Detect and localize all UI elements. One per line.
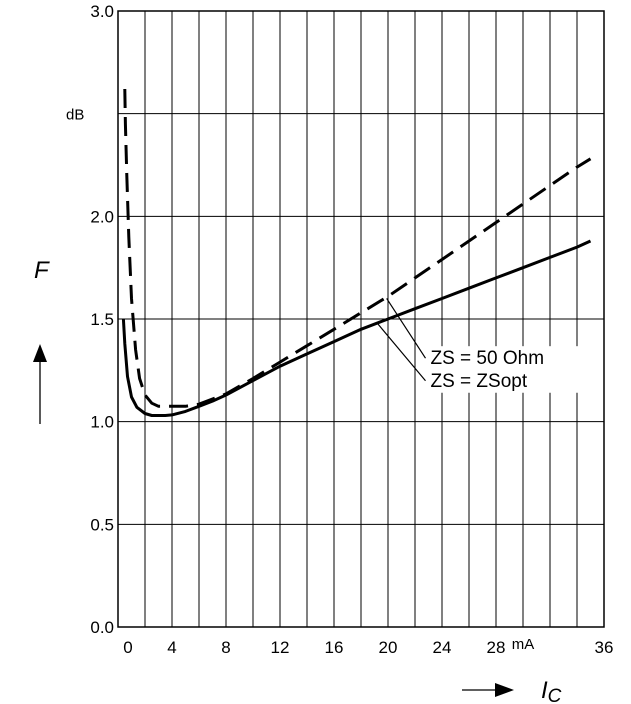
y-tick-label: 2.0: [90, 207, 114, 226]
x-tick-label: 0: [123, 638, 132, 657]
y-tick-label: 1.5: [90, 310, 114, 329]
x-axis-label-main: I: [541, 677, 548, 704]
x-tick-labels: 0 4 8 12 16 20 24 28 36: [123, 638, 613, 657]
y-tick-labels: 0.0 0.5 1.0 1.5 2.0 3.0: [90, 2, 114, 637]
annotation-label: ZS = ZSopt: [431, 371, 528, 392]
annotation-leader-line: [386, 298, 427, 359]
x-tick-label: 24: [433, 638, 452, 657]
annotation-background: [428, 346, 589, 371]
y-axis-arrow: [33, 344, 47, 424]
x-axis-label-subscript: C: [548, 686, 562, 704]
x-tick-label: 20: [379, 638, 398, 657]
y-unit-label: dB: [66, 107, 84, 124]
series-line-zs-zsopt: [121, 239, 592, 417]
annotation-label: ZS = 50 Ohm: [431, 348, 545, 369]
y-axis-label: F: [34, 257, 50, 284]
x-tick-label: 4: [167, 638, 176, 657]
x-axis-arrow: [462, 683, 514, 697]
x-tick-label: 28: [487, 638, 506, 657]
series-lines: [121, 88, 592, 417]
x-tick-label: 8: [221, 638, 230, 657]
plot-frame: [117, 10, 605, 628]
y-tick-label: 0.0: [90, 618, 114, 637]
x-axis-label: IC: [541, 677, 562, 704]
y-tick-label: 1.0: [90, 413, 114, 432]
annotation-leader-line: [376, 322, 426, 382]
x-tick-label: 36: [595, 638, 614, 657]
x-tick-label: 16: [325, 638, 344, 657]
grid-lines: [118, 11, 604, 627]
y-tick-label: 3.0: [90, 2, 114, 21]
annotation-background: [428, 368, 589, 393]
x-unit-label: mA: [512, 636, 535, 653]
y-tick-label: 0.5: [90, 515, 114, 534]
x-tick-label: 12: [271, 638, 290, 657]
